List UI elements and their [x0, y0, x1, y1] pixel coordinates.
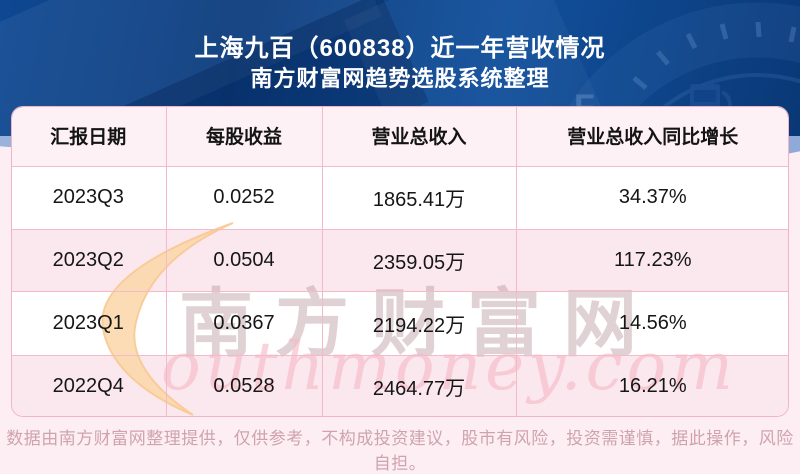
cell-period: 2023Q1	[11, 291, 167, 356]
revenue-table-card: 南方财富网 outhmoney.com 汇报日期 每股收益 营业总收入 营业总收…	[11, 106, 789, 417]
col-header-report-date: 汇报日期	[11, 106, 167, 167]
cell-revenue: 2359.05万	[322, 229, 517, 293]
col-header-yoy-growth: 营业总收入同比增长	[516, 106, 789, 167]
cell-eps: 0.0528	[166, 355, 323, 417]
cell-period: 2023Q2	[11, 229, 167, 293]
cell-period: 2023Q3	[11, 166, 167, 230]
table-row: 2023Q1 0.0367 2194.22万 14.56%	[11, 291, 789, 356]
col-header-eps: 每股收益	[166, 106, 323, 167]
col-header-total-revenue: 营业总收入	[322, 106, 517, 167]
cell-eps: 0.0252	[166, 166, 323, 230]
page-title: 上海九百（600838）近一年营收情况	[194, 35, 606, 62]
cell-yoy: 14.56%	[516, 291, 789, 356]
page-subtitle: 南方财富网趋势选股系统整理	[250, 66, 550, 91]
table-row: 2022Q4 0.0528 2464.77万 16.21%	[11, 355, 789, 417]
cell-revenue: 1865.41万	[322, 166, 517, 230]
table-row: 2023Q2 0.0504 2359.05万 117.23%	[11, 229, 789, 293]
cell-yoy: 34.37%	[516, 166, 789, 230]
revenue-table: 汇报日期 每股收益 营业总收入 营业总收入同比增长 2023Q3 0.0252 …	[11, 106, 789, 417]
cell-eps: 0.0504	[166, 229, 323, 293]
cell-yoy: 16.21%	[618, 374, 687, 397]
cell-period: 2022Q4	[11, 355, 167, 417]
cell-revenue: 2464.77万	[322, 355, 517, 417]
footer-disclaimer: 数据由南方财富网整理提供，仅供参考，不构成投资建议，股市有风险，投资需谨慎，据此…	[6, 429, 794, 473]
table-header-row: 汇报日期 每股收益 营业总收入 营业总收入同比增长	[11, 106, 789, 167]
cell-revenue: 2194.22万	[322, 291, 517, 356]
cell-eps: 0.0367	[166, 291, 323, 356]
table-row: 2023Q3 0.0252 1865.41万 34.37%	[11, 166, 789, 230]
cell-yoy: 117.23%	[516, 229, 789, 293]
